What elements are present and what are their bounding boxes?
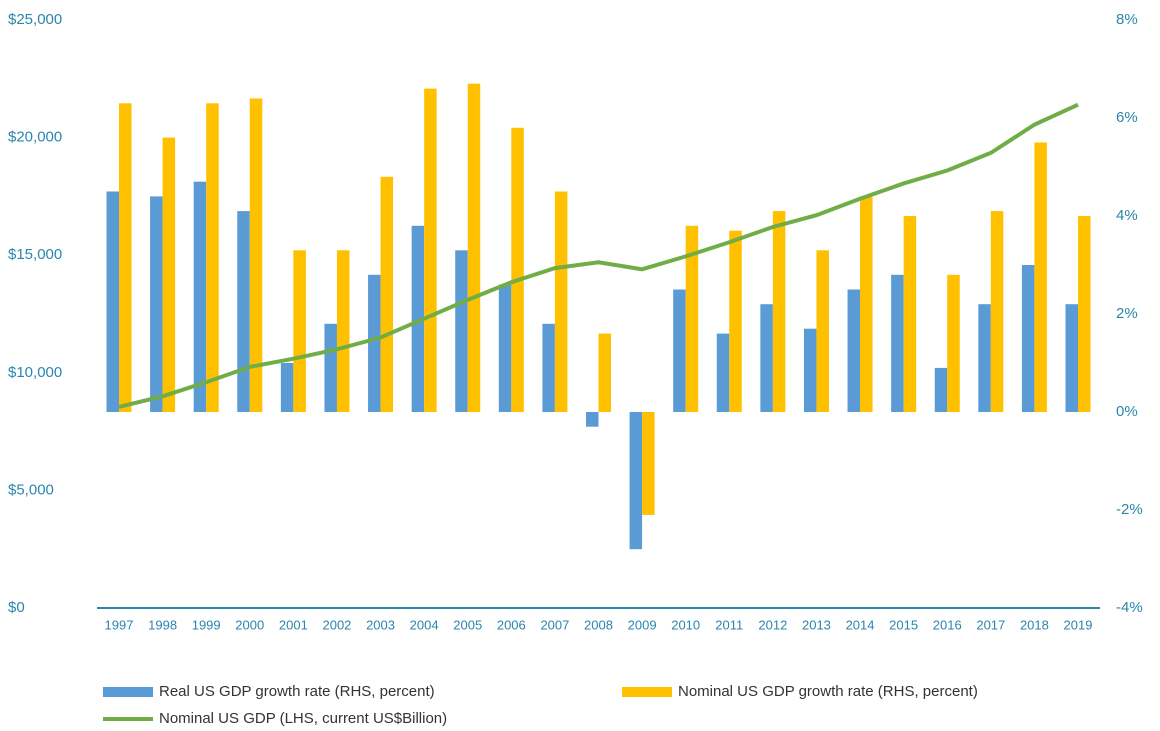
y-tick-label: $10,000 [8,364,62,381]
x-tick-label: 2018 [1020,617,1049,632]
bar [629,412,643,550]
x-tick-label: 2014 [846,617,875,632]
x-tick-label: 2000 [235,617,264,632]
bar [947,274,960,412]
bar [729,230,742,412]
bar [498,284,512,412]
legend-swatch [622,687,672,697]
bar [978,304,991,412]
bar [760,304,773,412]
x-tick-label: 2015 [889,617,918,632]
x-tick-label: 2002 [322,617,351,632]
y2-tick-label: 2% [1116,305,1138,322]
x-tick-label: 2011 [715,617,743,632]
bar [162,137,176,412]
bar [1078,216,1091,412]
x-tick-label: 1997 [105,617,134,632]
bar [206,103,219,413]
bar [467,83,481,412]
bar [150,196,163,412]
bar [106,191,119,412]
bar [1021,265,1035,412]
bar [990,211,1004,412]
bar [816,250,829,412]
line [118,102,1079,409]
bar [847,289,861,412]
bar [891,274,904,412]
bar [685,225,699,412]
x-tick-label: 2016 [933,617,962,632]
y-tick-label: $15,000 [8,246,62,263]
bar [1034,142,1047,412]
bar [554,191,568,412]
y2-tick-label: -2% [1116,501,1143,518]
bar [542,323,555,412]
y-tick-label: $20,000 [8,129,62,146]
x-tick-label: 2019 [1064,617,1093,632]
bar [934,367,948,412]
bar [716,333,730,412]
y2-tick-label: 8% [1116,11,1138,28]
x-tick-label: 2009 [628,617,657,632]
legend-swatch [103,687,153,697]
bar [249,98,263,413]
x-tick-label: 2017 [976,617,1005,632]
bar [903,216,917,412]
x-tick-label: 1998 [148,617,177,632]
y2-tick-label: -4% [1116,599,1143,616]
x-tick-label: 2006 [497,617,526,632]
legend-label: Real US GDP growth rate (RHS, percent) [159,683,435,700]
y2-tick-label: 4% [1116,207,1138,224]
bar [237,211,250,412]
x-tick-label: 2012 [758,617,787,632]
bar [324,323,337,412]
bar [280,363,294,412]
y2-tick-label: 0% [1116,403,1138,420]
x-tick-label: 2007 [540,617,569,632]
bar [1065,304,1078,412]
bar [368,274,381,412]
bar [772,211,786,412]
bar [586,412,599,427]
bar [642,412,655,515]
bar [673,289,686,412]
x-tick-label: 2005 [453,617,482,632]
y-tick-label: $5,000 [8,481,54,498]
bar [424,88,437,412]
legend-label: Nominal US GDP (LHS, current US$Billion) [159,710,447,727]
x-tick-label: 1999 [192,617,221,632]
bar [336,250,350,412]
y-tick-label: $0 [8,599,25,616]
x-tick-label: 2010 [671,617,700,632]
bar [411,225,425,412]
bar [860,196,873,412]
x-tick-label: 2003 [366,617,395,632]
bar [803,328,817,412]
bar [511,127,524,413]
y2-tick-label: 6% [1116,109,1138,126]
legend-label: Nominal US GDP growth rate (RHS, percent… [678,683,978,700]
bar [455,250,468,412]
y-tick-label: $25,000 [8,11,62,28]
bar [380,176,394,412]
x-tick-label: 2004 [410,617,439,632]
x-tick-label: 2013 [802,617,831,632]
x-tick-label: 2008 [584,617,613,632]
bar [119,103,132,413]
bar [193,181,207,412]
x-tick-label: 2001 [279,617,308,632]
bar [293,250,306,412]
bar [598,333,611,412]
